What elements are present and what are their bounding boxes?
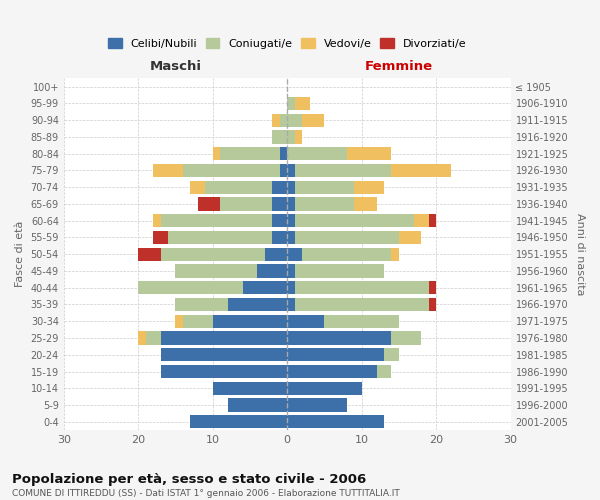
Bar	[287, 231, 295, 244]
Bar	[287, 164, 295, 177]
Bar	[242, 281, 287, 294]
Bar	[190, 180, 205, 194]
Text: Maschi: Maschi	[149, 60, 202, 74]
Bar	[168, 231, 272, 244]
Bar	[257, 264, 287, 278]
Bar	[287, 365, 377, 378]
Bar	[272, 198, 287, 210]
Bar	[183, 164, 280, 177]
Bar	[161, 248, 265, 261]
Bar	[295, 231, 399, 244]
Bar	[391, 332, 421, 344]
Bar	[391, 248, 399, 261]
Bar	[295, 97, 310, 110]
Bar	[287, 264, 295, 278]
Bar	[175, 264, 257, 278]
Bar	[161, 214, 272, 228]
Bar	[227, 398, 287, 411]
Bar	[213, 314, 287, 328]
Bar	[138, 332, 146, 344]
Bar	[287, 97, 295, 110]
Bar	[153, 231, 168, 244]
Bar	[287, 147, 347, 160]
Bar	[295, 214, 414, 228]
Bar	[175, 314, 183, 328]
Bar	[295, 264, 384, 278]
Bar	[153, 164, 183, 177]
Bar	[428, 281, 436, 294]
Bar	[272, 130, 287, 143]
Bar	[428, 298, 436, 311]
Bar	[213, 147, 220, 160]
Bar	[287, 130, 295, 143]
Bar	[287, 332, 391, 344]
Bar	[391, 164, 451, 177]
Bar	[287, 214, 295, 228]
Bar	[227, 298, 287, 311]
Bar	[220, 147, 280, 160]
Y-axis label: Fasce di età: Fasce di età	[15, 221, 25, 288]
Bar	[287, 180, 295, 194]
Bar	[272, 214, 287, 228]
Bar	[198, 198, 220, 210]
Bar	[354, 180, 384, 194]
Bar	[138, 281, 242, 294]
Bar	[287, 248, 302, 261]
Bar	[295, 298, 428, 311]
Bar	[287, 298, 295, 311]
Bar	[287, 114, 302, 127]
Y-axis label: Anni di nascita: Anni di nascita	[575, 213, 585, 296]
Bar	[161, 348, 287, 362]
Bar	[280, 164, 287, 177]
Bar	[272, 114, 280, 127]
Bar	[287, 281, 295, 294]
Bar	[138, 248, 161, 261]
Bar	[287, 382, 362, 395]
Bar	[280, 114, 287, 127]
Bar	[295, 164, 391, 177]
Bar	[280, 147, 287, 160]
Bar	[302, 248, 391, 261]
Bar	[295, 281, 428, 294]
Bar	[399, 231, 421, 244]
Text: Femmine: Femmine	[365, 60, 433, 74]
Text: COMUNE DI ITTIREDDU (SS) - Dati ISTAT 1° gennaio 2006 - Elaborazione TUTTITALIA.: COMUNE DI ITTIREDDU (SS) - Dati ISTAT 1°…	[12, 489, 400, 498]
Bar	[161, 365, 287, 378]
Bar	[183, 314, 213, 328]
Bar	[220, 198, 272, 210]
Bar	[272, 231, 287, 244]
Legend: Celibi/Nubili, Coniugati/e, Vedovi/e, Divorziati/e: Celibi/Nubili, Coniugati/e, Vedovi/e, Di…	[105, 34, 469, 52]
Bar	[190, 415, 287, 428]
Bar	[295, 180, 354, 194]
Bar	[287, 314, 325, 328]
Bar	[295, 130, 302, 143]
Bar	[287, 198, 295, 210]
Bar	[161, 332, 287, 344]
Bar	[287, 348, 384, 362]
Text: Popolazione per età, sesso e stato civile - 2006: Popolazione per età, sesso e stato civil…	[12, 472, 366, 486]
Bar	[325, 314, 399, 328]
Bar	[414, 214, 428, 228]
Bar	[213, 382, 287, 395]
Bar	[295, 198, 354, 210]
Bar	[377, 365, 391, 378]
Bar	[354, 198, 377, 210]
Bar	[175, 298, 227, 311]
Bar	[265, 248, 287, 261]
Bar	[287, 398, 347, 411]
Bar	[428, 214, 436, 228]
Bar	[287, 415, 384, 428]
Bar	[146, 332, 161, 344]
Bar	[347, 147, 391, 160]
Bar	[302, 114, 325, 127]
Bar	[153, 214, 161, 228]
Bar	[272, 180, 287, 194]
Bar	[205, 180, 272, 194]
Bar	[384, 348, 399, 362]
